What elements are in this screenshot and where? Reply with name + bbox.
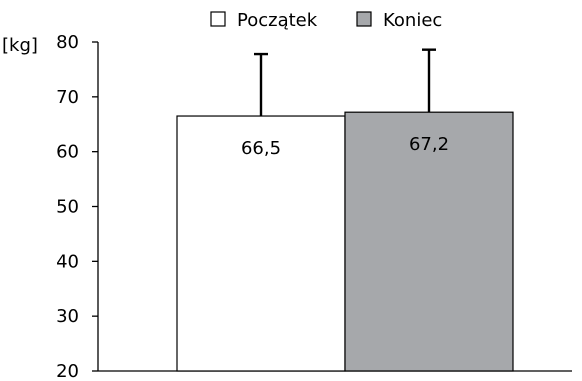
y-axis-label: [kg] (2, 35, 38, 56)
data-label: 66,5 (241, 138, 281, 159)
bars: 66,5 67,2 (176, 48, 514, 372)
y-tick-label: 70 (56, 87, 79, 108)
legend: Początek Koniec (210, 10, 442, 31)
data-label: 67,2 (409, 134, 449, 155)
bar-koniec (344, 111, 514, 372)
y-tick-label: 30 (56, 306, 79, 327)
legend-swatch (356, 11, 372, 27)
y-tick-label: 20 (56, 361, 79, 381)
legend-label: Koniec (383, 10, 442, 31)
legend-swatch (210, 11, 226, 27)
y-tick-label: 40 (56, 251, 79, 272)
legend-label: Początek (237, 10, 318, 31)
y-tick-label: 80 (56, 32, 79, 53)
y-tick-label: 50 (56, 197, 79, 218)
y-tick-label: 60 (56, 142, 79, 163)
